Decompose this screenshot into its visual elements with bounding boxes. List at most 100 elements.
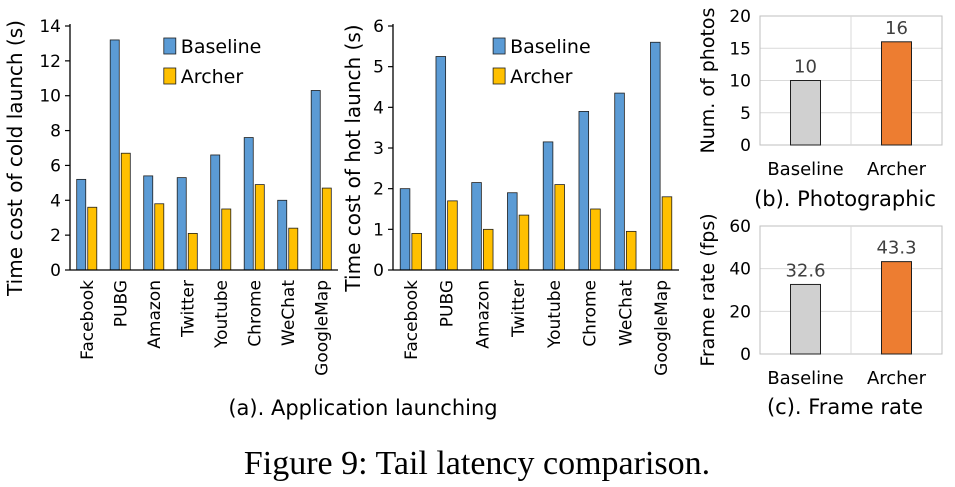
hot-ytick-label: 0	[373, 261, 384, 281]
cold-bar-baseline	[143, 175, 154, 271]
cold-ytick-label: 14	[39, 17, 61, 37]
hot-bar-baseline	[650, 41, 661, 271]
hot-ytick-label: 5	[373, 58, 384, 78]
cold-ytick-label: 2	[50, 226, 61, 246]
photo-ytick-label: 5	[740, 104, 751, 124]
photo-ytick-label: 20	[729, 7, 751, 27]
photo-data-label-archer: 16	[885, 18, 908, 39]
cold-bar-archer	[87, 206, 98, 271]
cold-bar-baseline	[176, 177, 187, 271]
hot-y-axis-label: Time cost of hot launch (s)	[341, 24, 365, 292]
hot-category-label: Amazon	[473, 280, 493, 349]
cold-ytick-label: 0	[50, 261, 61, 281]
hot-bar-archer	[661, 196, 673, 271]
fps-bar-archer	[881, 261, 912, 355]
subcaption-a: (a). Application launching	[228, 396, 497, 420]
hot-category-label: GoogleMap	[652, 280, 672, 376]
cold-category-label: Youtube	[212, 280, 232, 349]
fps-ytick-label: 0	[740, 345, 751, 365]
cold-category-label: Chrome	[245, 280, 265, 347]
photo-data-label-baseline: 10	[794, 57, 817, 78]
fps-ytick-label: 20	[729, 302, 751, 322]
cold-legend-swatch-archer	[163, 67, 177, 85]
hot-ytick-label: 1	[373, 220, 384, 240]
subcaption-b: (b). Photographic	[754, 187, 936, 211]
cold-bar-archer	[154, 203, 165, 271]
figure-caption: Figure 9: Tail latency comparison.	[244, 445, 710, 482]
photo-y-axis-label: Num. of photos	[697, 8, 719, 154]
photo-ytick-label: 10	[729, 72, 751, 92]
cold-ytick-label: 6	[50, 156, 61, 176]
hot-ytick-label: 6	[373, 17, 384, 37]
cold-bar-baseline	[76, 178, 87, 271]
cold-bar-baseline	[277, 199, 288, 271]
hot-bar-baseline	[614, 92, 625, 271]
photo-ytick-label: 15	[729, 39, 751, 59]
fps-y-axis-label: Frame rate (fps)	[697, 213, 719, 366]
hot-ytick-label: 4	[373, 98, 384, 118]
cold-category-label: Twitter	[178, 280, 198, 338]
hot-bar-archer	[518, 214, 530, 271]
photo-bar-archer	[881, 41, 912, 146]
cold-bar-baseline	[243, 137, 254, 271]
hot-bar-archer	[590, 208, 601, 271]
cold-category-label: WeChat	[279, 280, 299, 346]
cold-bar-archer	[321, 187, 332, 271]
fps-category-label: Archer	[867, 368, 927, 389]
hot-legend-label-archer: Archer	[510, 66, 573, 88]
cold-bar-archer	[221, 208, 232, 271]
fps-ytick-label: 60	[729, 217, 751, 237]
cold-category-label: Amazon	[145, 280, 165, 349]
fps-data-label-archer: 43.3	[876, 238, 916, 259]
cold-bar-archer	[120, 152, 131, 271]
fps-bar-baseline	[790, 283, 821, 355]
hot-ytick-label: 3	[373, 139, 384, 159]
hot-category-label: WeChat	[616, 280, 636, 346]
cold-category-label: GoogleMap	[312, 280, 332, 376]
hot-bar-archer	[447, 200, 458, 271]
cold-legend-label-archer: Archer	[181, 66, 244, 88]
hot-category-label: Twitter	[509, 280, 529, 338]
subcaption-c: (c). Frame rate	[767, 395, 923, 419]
hot-bar-baseline	[542, 141, 554, 271]
cold-legend-swatch-baseline	[163, 37, 177, 55]
hot-bar-archer	[482, 228, 494, 271]
hot-category-label: Facebook	[402, 280, 422, 360]
cold-bar-archer	[288, 227, 299, 271]
hot-category-label: Chrome	[581, 280, 601, 347]
cold-bar-baseline	[310, 90, 321, 271]
cold-y-axis-label: Time cost of cold launch (s)	[3, 20, 27, 297]
cold-bar-archer	[187, 232, 198, 271]
cold-legend-label-baseline: Baseline	[181, 36, 262, 58]
cold-category-label: Facebook	[78, 280, 98, 360]
hot-legend-label-baseline: Baseline	[510, 36, 591, 58]
hot-category-label: Youtube	[545, 280, 565, 349]
photo-bar-baseline	[790, 80, 821, 146]
cold-bar-baseline	[210, 154, 221, 271]
hot-bar-baseline	[435, 56, 447, 271]
hot-category-label: PUBG	[438, 280, 458, 327]
hot-legend-swatch-archer	[492, 67, 506, 85]
hot-bar-baseline	[399, 188, 411, 271]
cold-category-label: PUBG	[111, 280, 131, 327]
cold-ytick-label: 12	[39, 52, 61, 72]
fps-data-label-baseline: 32.6	[785, 260, 825, 281]
hot-bar-baseline	[507, 192, 518, 271]
cold-bar-archer	[254, 184, 265, 271]
cold-ytick-label: 10	[39, 87, 61, 107]
fps-ytick-label: 40	[729, 260, 751, 280]
hot-legend-swatch-baseline	[492, 37, 506, 55]
photo-category-label: Baseline	[767, 159, 843, 180]
fps-category-label: Baseline	[767, 368, 843, 389]
hot-ytick-label: 2	[373, 180, 384, 200]
cold-ytick-label: 4	[50, 191, 61, 211]
hot-bar-archer	[411, 232, 422, 271]
photo-category-label: Archer	[867, 159, 927, 180]
hot-bar-archer	[625, 230, 637, 271]
photo-ytick-label: 0	[740, 136, 751, 156]
hot-bar-baseline	[471, 182, 482, 271]
cold-ytick-label: 8	[50, 122, 61, 142]
hot-bar-archer	[554, 184, 565, 271]
